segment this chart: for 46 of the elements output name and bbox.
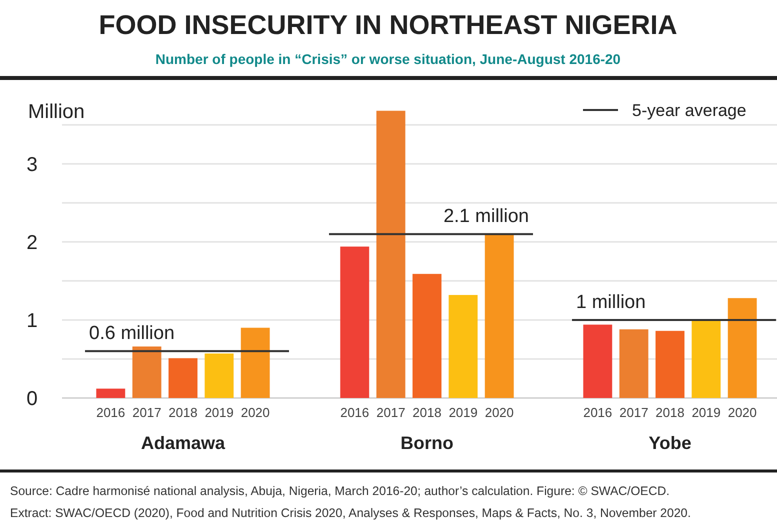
x-tick-label: 2017 [376, 405, 406, 420]
bar [168, 358, 198, 398]
x-tick-label: 2019 [204, 405, 234, 420]
ref-line-label: 0.6 million [89, 323, 175, 344]
bar [340, 246, 370, 398]
x-tick-label: 2016 [96, 405, 126, 420]
bar [96, 388, 126, 398]
x-tick-label: 2019 [692, 405, 721, 420]
text: Number of people in “Crisis” or worse situation, June-August 2016-20 [155, 51, 621, 67]
y-tick-label: 1 [26, 310, 38, 332]
bar [583, 324, 612, 398]
y-tick-label: 0 [26, 388, 38, 410]
bar [656, 330, 684, 398]
x-axis-title: Adamawa [140, 433, 226, 453]
text: Extract: SWAC/OECD (2020), Food and Nutrition Crisis 2020, Analyses & Responses, Maps & Facts, No. 3, November 2020. [10, 506, 691, 520]
bar [376, 110, 406, 398]
x-tick-label: 2017 [619, 405, 648, 420]
bar [204, 354, 234, 398]
ref-line-label: 2.1 million [443, 206, 529, 228]
bar [484, 234, 514, 398]
bar [240, 328, 270, 398]
x-tick-label: 2016 [340, 405, 370, 420]
y-tick-label: 3 [26, 154, 38, 176]
ref-line-label: 1 million [576, 292, 646, 313]
bar [132, 346, 162, 398]
x-tick-label: 2016 [583, 405, 612, 420]
x-tick-label: 2020 [240, 405, 270, 420]
bar [728, 298, 757, 398]
annotation: 5-year average [632, 101, 746, 120]
x-tick-label: 2020 [484, 405, 514, 420]
y-axis-title: Million [28, 101, 85, 123]
text: FOOD INSECURITY IN NORTHEAST NIGERIA [98, 10, 678, 40]
bar [412, 274, 442, 398]
bar [448, 294, 478, 398]
source-note: Source: Cadre harmonisé national analysis, Abuja, Nigeria, March 2016-20; author’s calculation. Figure: © SWAC/OECD. [10, 484, 670, 498]
bar [692, 320, 721, 398]
bar [619, 329, 648, 398]
x-tick-label: 2018 [168, 405, 198, 420]
x-tick-label: 2017 [132, 405, 162, 420]
x-tick-label: 2020 [728, 405, 757, 420]
x-tick-label: 2018 [412, 405, 442, 420]
x-tick-label: 2019 [448, 405, 478, 420]
x-axis-title: Borno [400, 433, 454, 453]
x-tick-label: 2018 [656, 405, 684, 420]
y-tick-label: 2 [26, 232, 38, 254]
x-axis-title: Yobe [648, 433, 692, 453]
